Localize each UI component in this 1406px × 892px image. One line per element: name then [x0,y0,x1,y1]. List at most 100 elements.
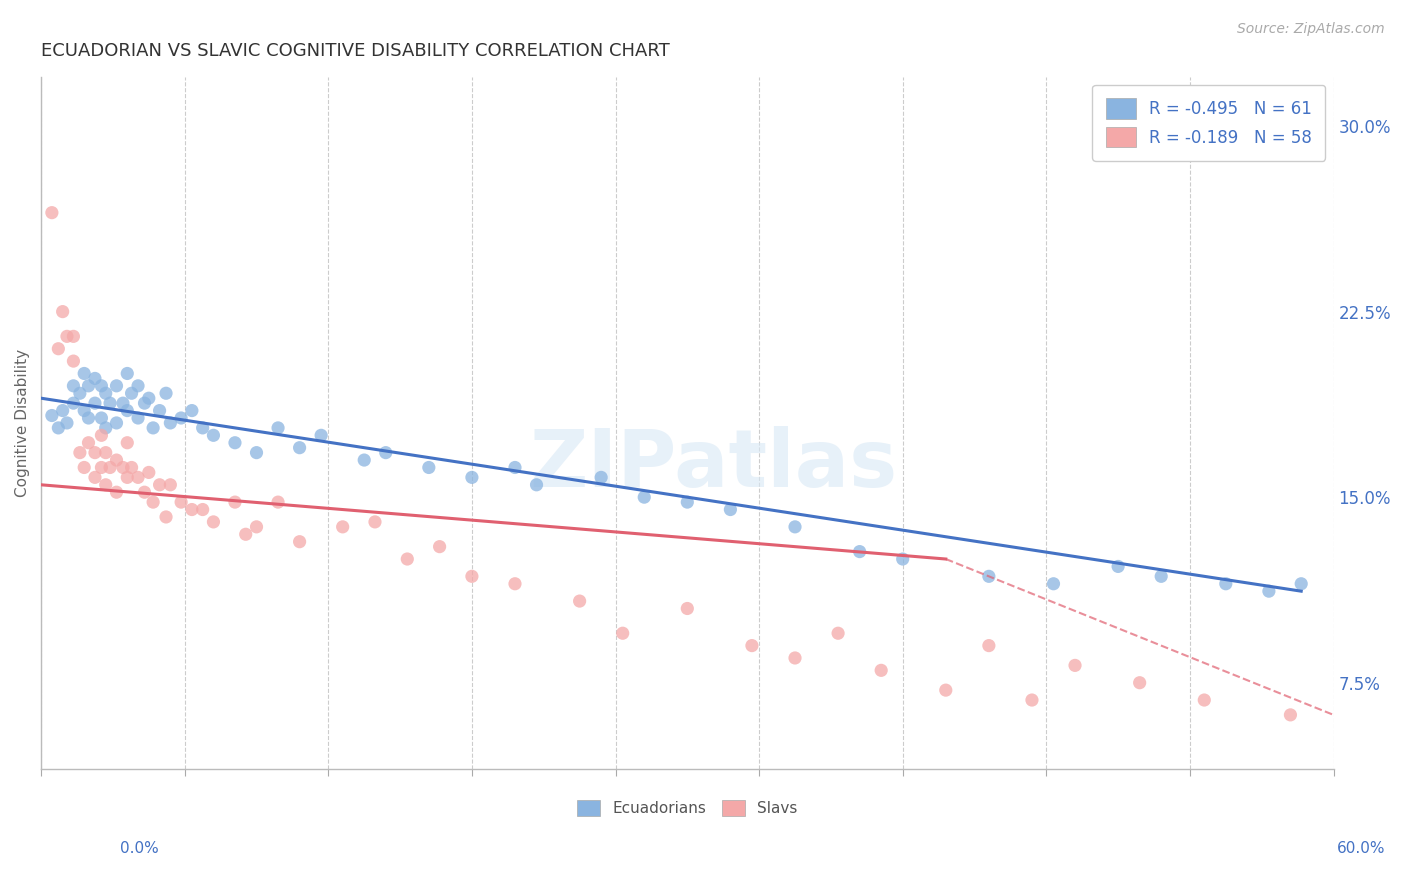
Point [149,403,172,417]
Point [191,502,214,516]
Point [977,639,1000,653]
Point [142,421,165,435]
Point [62,329,84,343]
Point [73,403,96,417]
Point [224,495,246,509]
Point [568,594,591,608]
Y-axis label: Cognitive Disability: Cognitive Disability [15,349,30,497]
Point [935,683,957,698]
Point [52,304,75,318]
Point [374,445,396,459]
Point [1107,559,1129,574]
Text: Source: ZipAtlas.com: Source: ZipAtlas.com [1237,22,1385,37]
Point [134,485,156,500]
Point [98,460,121,475]
Point [121,460,143,475]
Point [676,601,699,615]
Point [1064,658,1087,673]
Point [62,379,84,393]
Point [134,396,156,410]
Point [94,386,117,401]
Point [288,534,311,549]
Point [69,386,91,401]
Point [105,453,128,467]
Legend: Ecuadorians, Slavs: Ecuadorians, Slavs [569,793,804,824]
Point [90,379,112,393]
Point [1289,576,1312,591]
Point [69,445,91,459]
Point [84,445,107,459]
Point [90,428,112,442]
Point [94,477,117,491]
Point [202,428,225,442]
Point [224,435,246,450]
Point [526,477,548,491]
Point [105,379,128,393]
Point [783,520,806,534]
Point [117,403,139,417]
Point [77,379,100,393]
Point [73,460,96,475]
Point [429,540,451,554]
Point [267,495,290,509]
Point [235,527,257,541]
Point [149,477,172,491]
Point [77,411,100,425]
Point [1021,693,1043,707]
Point [159,477,181,491]
Point [159,416,181,430]
Point [977,569,1000,583]
Point [94,421,117,435]
Point [848,544,870,558]
Point [1129,675,1152,690]
Point [155,510,177,524]
Point [202,515,225,529]
Point [1194,693,1216,707]
Point [90,460,112,475]
Point [84,396,107,410]
Point [94,445,117,459]
Point [84,371,107,385]
Point [718,502,741,516]
Point [503,576,526,591]
Text: 60.0%: 60.0% [1337,841,1385,856]
Point [309,428,332,442]
Point [90,411,112,425]
Point [461,470,484,484]
Point [62,354,84,368]
Point [783,651,806,665]
Text: ECUADORIAN VS SLAVIC COGNITIVE DISABILITY CORRELATION CHART: ECUADORIAN VS SLAVIC COGNITIVE DISABILIT… [41,42,669,60]
Point [612,626,634,640]
Point [127,379,149,393]
Point [1257,584,1279,599]
Point [121,386,143,401]
Point [267,421,290,435]
Text: 0.0%: 0.0% [120,841,159,856]
Point [138,391,160,405]
Point [332,520,354,534]
Point [62,396,84,410]
Point [170,495,193,509]
Point [741,639,763,653]
Point [364,515,387,529]
Point [138,466,160,480]
Point [117,470,139,484]
Point [56,329,79,343]
Point [56,416,79,430]
Point [180,403,202,417]
Point [117,367,139,381]
Point [170,411,193,425]
Point [1279,707,1302,722]
Point [52,403,75,417]
Point [1042,576,1064,591]
Point [77,435,100,450]
Point [98,396,121,410]
Text: ZIPatlas: ZIPatlas [529,425,897,503]
Point [105,416,128,430]
Point [353,453,375,467]
Point [503,460,526,475]
Point [41,409,63,423]
Point [117,435,139,450]
Point [84,470,107,484]
Point [155,386,177,401]
